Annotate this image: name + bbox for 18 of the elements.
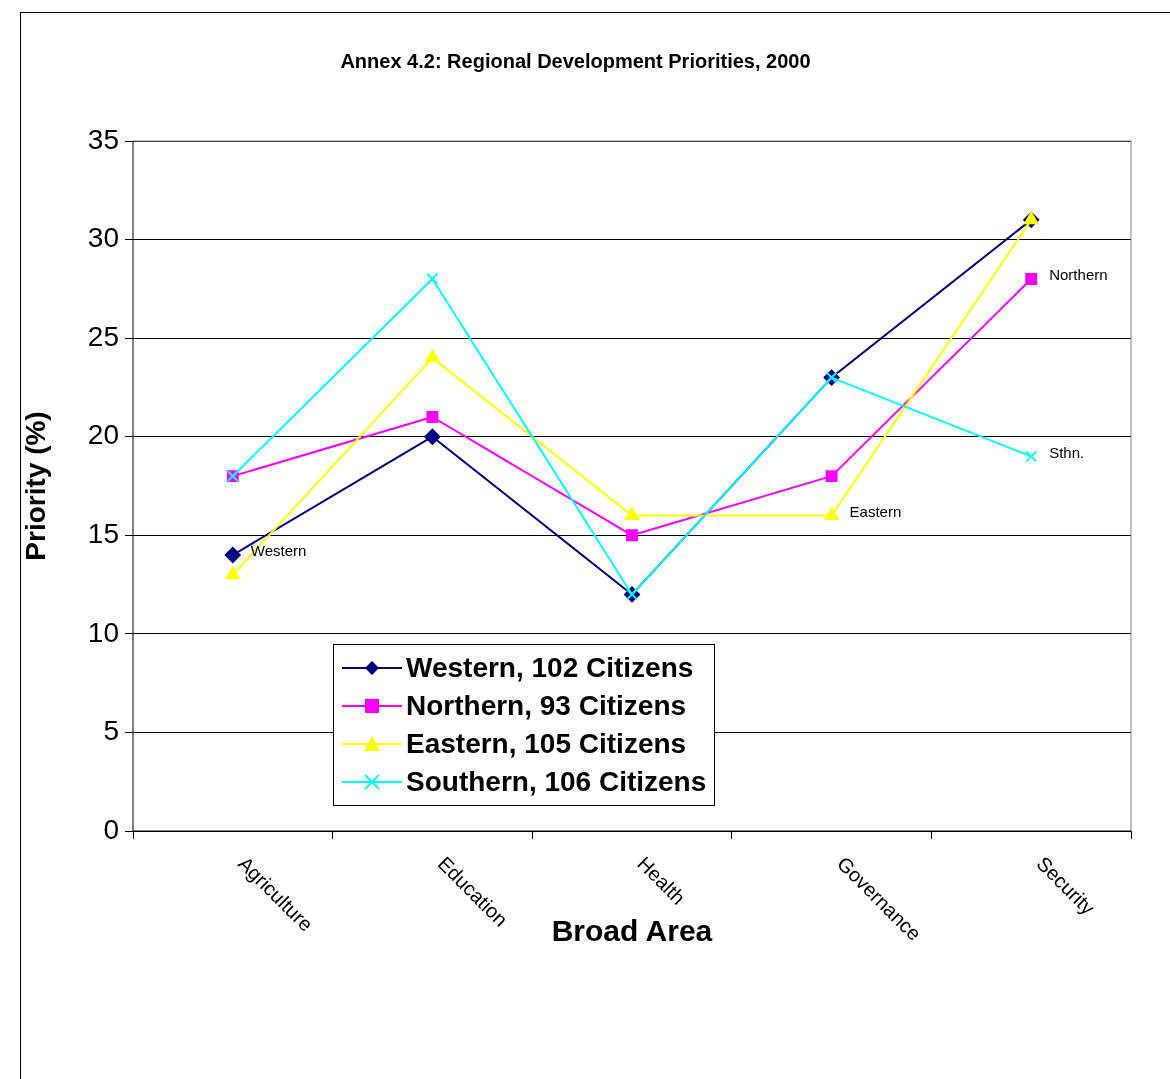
y-tick-label: 25 xyxy=(87,320,119,352)
x-axis-title: Broad Area xyxy=(551,914,713,948)
annotation: Northern xyxy=(1049,266,1108,284)
y-tick-label: 30 xyxy=(87,222,119,254)
y-tick-label: 10 xyxy=(87,616,119,648)
y-axis-title: Priority (%) xyxy=(19,411,51,561)
annotation: Eastern xyxy=(849,502,902,520)
y-tick-label: 5 xyxy=(103,715,119,747)
legend-label: Northern, 93 Citizens xyxy=(406,689,687,723)
legend-label: Eastern, 105 Citizens xyxy=(406,727,687,761)
annotation: Sthn. xyxy=(1049,443,1085,461)
y-tick-label: 35 xyxy=(87,123,119,155)
legend-label: Western, 102 Citizens xyxy=(406,651,694,685)
chart-title: Annex 4.2: Regional Development Priorities, 2000 xyxy=(340,49,811,72)
y-tick-label: 20 xyxy=(87,419,119,451)
y-tick-label: 0 xyxy=(103,813,119,845)
legend-label: Southern, 106 Citizens xyxy=(406,765,707,799)
y-tick-label: 15 xyxy=(87,518,119,549)
